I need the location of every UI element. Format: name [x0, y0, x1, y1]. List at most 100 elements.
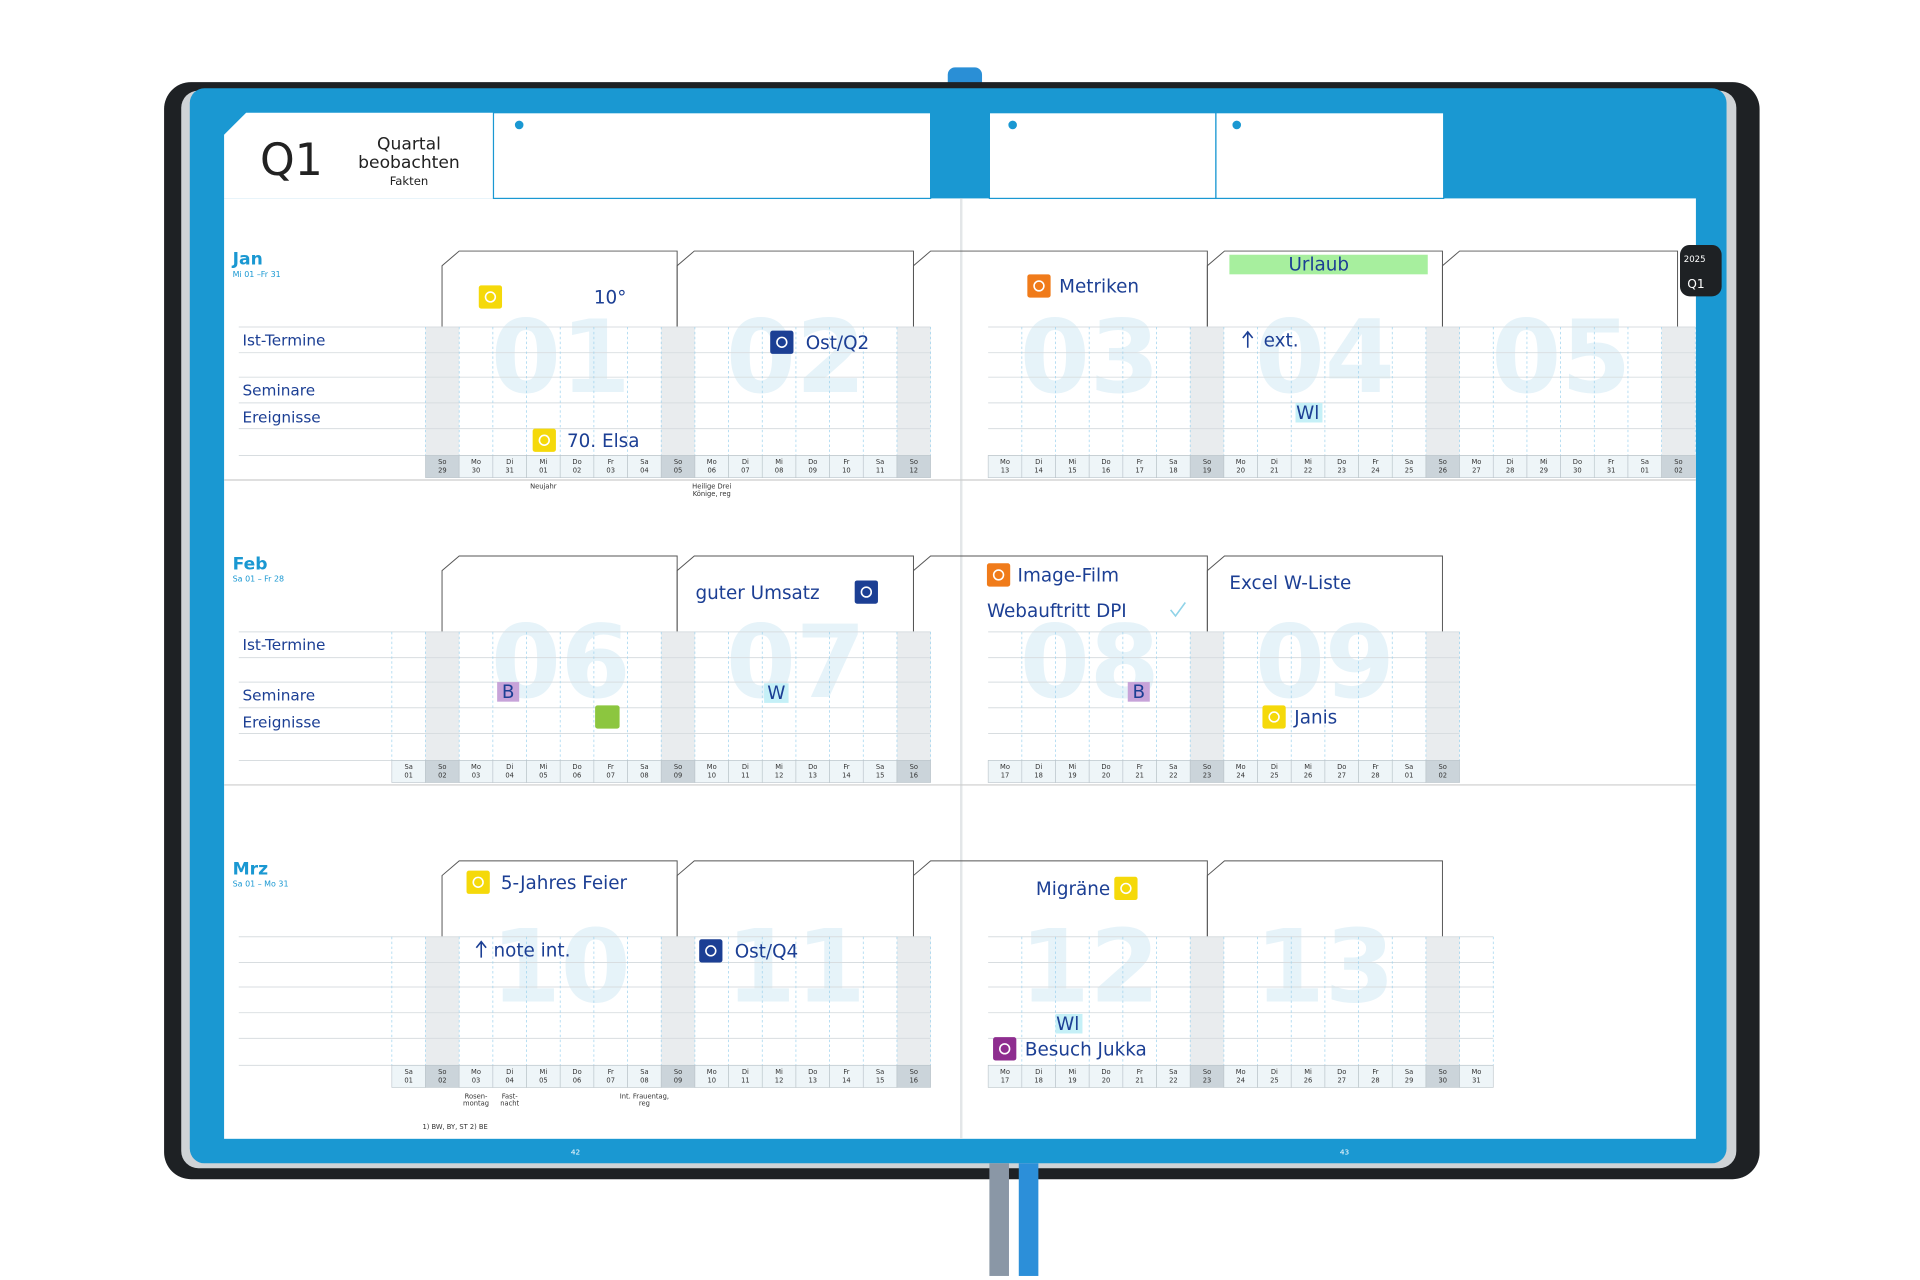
row-label: Ist-Termine: [242, 331, 325, 349]
day-date: 18: [1169, 467, 1178, 475]
day-date: 15: [876, 1076, 885, 1084]
day-date: 07: [741, 467, 750, 475]
day-weekday: So: [910, 1068, 918, 1076]
handwritten-note: ext.: [1264, 331, 1299, 352]
day-date: 22: [1304, 467, 1313, 475]
day-weekday: Fr: [608, 1068, 614, 1076]
sticker-glyph: [484, 291, 497, 303]
day-date: 29: [1539, 467, 1548, 475]
day-date: 02: [573, 467, 582, 475]
handwritten-note: Ost/Q2: [806, 333, 870, 354]
sticker-icon: [699, 939, 723, 963]
header-title: Quartal: [377, 134, 441, 154]
weekend-column: [425, 936, 460, 1066]
day-weekday: Sa: [640, 1068, 648, 1076]
week-number-bg: 12: [1020, 909, 1160, 1026]
day-weekday: Fr: [1372, 1068, 1378, 1076]
handwritten-note: 10°: [594, 288, 627, 309]
day-date: 04: [505, 1076, 514, 1084]
day-date: 24: [1371, 467, 1380, 475]
day-cell: [1661, 455, 1696, 478]
day-date: 31: [1607, 467, 1616, 475]
day-date: 22: [1169, 1076, 1178, 1084]
day-date: 21: [1135, 772, 1144, 780]
weekend-column: [661, 631, 695, 761]
day-weekday: Do: [1101, 1068, 1110, 1076]
day-weekday: So: [438, 763, 446, 771]
sticker-glyph: [1268, 711, 1280, 723]
day-weekday: Sa: [1405, 458, 1413, 466]
day-date: 30: [1438, 1076, 1447, 1084]
day-weekday: Di: [1271, 763, 1278, 771]
day-date: 15: [1068, 467, 1077, 475]
day-weekday: Do: [1337, 1068, 1346, 1076]
day-date: 04: [640, 467, 649, 475]
day-weekday: Mi: [540, 1068, 548, 1076]
sticker-icon: [1114, 876, 1138, 901]
day-weekday: Do: [1101, 763, 1110, 771]
day-date: 23: [1203, 772, 1212, 780]
weekend-column: [661, 936, 695, 1066]
day-weekday: Mo: [1000, 1068, 1010, 1076]
handwritten-note: 5-Jahres Feier: [501, 873, 628, 894]
day-date: 06: [707, 467, 716, 475]
day-weekday: Mo: [1471, 458, 1481, 466]
day-date: 24: [1236, 1076, 1245, 1084]
day-cell: [896, 455, 931, 478]
day-weekday: Sa: [1405, 1068, 1413, 1076]
sticker-icon: [1262, 705, 1286, 729]
day-weekday: Di: [742, 1068, 749, 1076]
day-weekday: Fr: [1372, 763, 1378, 771]
icon-dot: [514, 120, 524, 130]
day-date: 14: [1034, 467, 1043, 475]
day-date: 14: [842, 772, 851, 780]
day-date: 10: [707, 772, 716, 780]
day-date: 31: [505, 467, 514, 475]
day-weekday: Sa: [640, 763, 648, 771]
day-weekday: Mo: [471, 1068, 481, 1076]
sticker-glyph: [992, 569, 1005, 581]
day-weekday: So: [1203, 1068, 1211, 1076]
handwritten-note: Metriken: [1059, 277, 1139, 298]
day-date: 27: [1472, 467, 1481, 475]
day-date: 08: [640, 1076, 649, 1084]
day-date: 27: [1337, 1076, 1346, 1084]
day-weekday: Fr: [1137, 458, 1143, 466]
day-date: 23: [1337, 467, 1346, 475]
day-date: 11: [876, 467, 885, 475]
day-date: 07: [606, 1076, 615, 1084]
day-date: 31: [1472, 1076, 1481, 1084]
day-weekday: Do: [572, 458, 581, 466]
holiday: reg: [639, 1100, 650, 1108]
day-weekday: Di: [506, 763, 513, 771]
day-weekday: So: [910, 458, 918, 466]
day-weekday: Di: [1035, 1068, 1042, 1076]
day-weekday: Fr: [843, 458, 849, 466]
day-weekday: Do: [808, 763, 817, 771]
sticker-icon: [595, 705, 620, 729]
month-name: Jan: [232, 250, 263, 270]
day-weekday: Mi: [1304, 458, 1312, 466]
week-tab: [1441, 250, 1679, 327]
weekend-column: [425, 631, 460, 761]
day-weekday: Di: [506, 458, 513, 466]
day-date: 02: [1438, 772, 1447, 780]
day-date: 01: [1641, 467, 1650, 475]
handwritten-note: Wl: [1296, 403, 1319, 424]
day-weekday: Mi: [1069, 763, 1077, 771]
page-number: 43: [1340, 1148, 1350, 1157]
day-date: 10: [842, 467, 851, 475]
day-date: 26: [1438, 467, 1447, 475]
week-number-bg: 03: [1020, 299, 1160, 416]
holiday: Neujahr: [530, 483, 557, 491]
row-label: Ereignisse: [242, 713, 320, 731]
day-date: 17: [1135, 467, 1144, 475]
sticker-glyph: [776, 336, 788, 348]
weekend-column: [1190, 326, 1224, 456]
day-weekday: Di: [1035, 763, 1042, 771]
day-weekday: Mo: [707, 458, 717, 466]
day-weekday: Sa: [1641, 458, 1649, 466]
header-box: [224, 112, 494, 199]
